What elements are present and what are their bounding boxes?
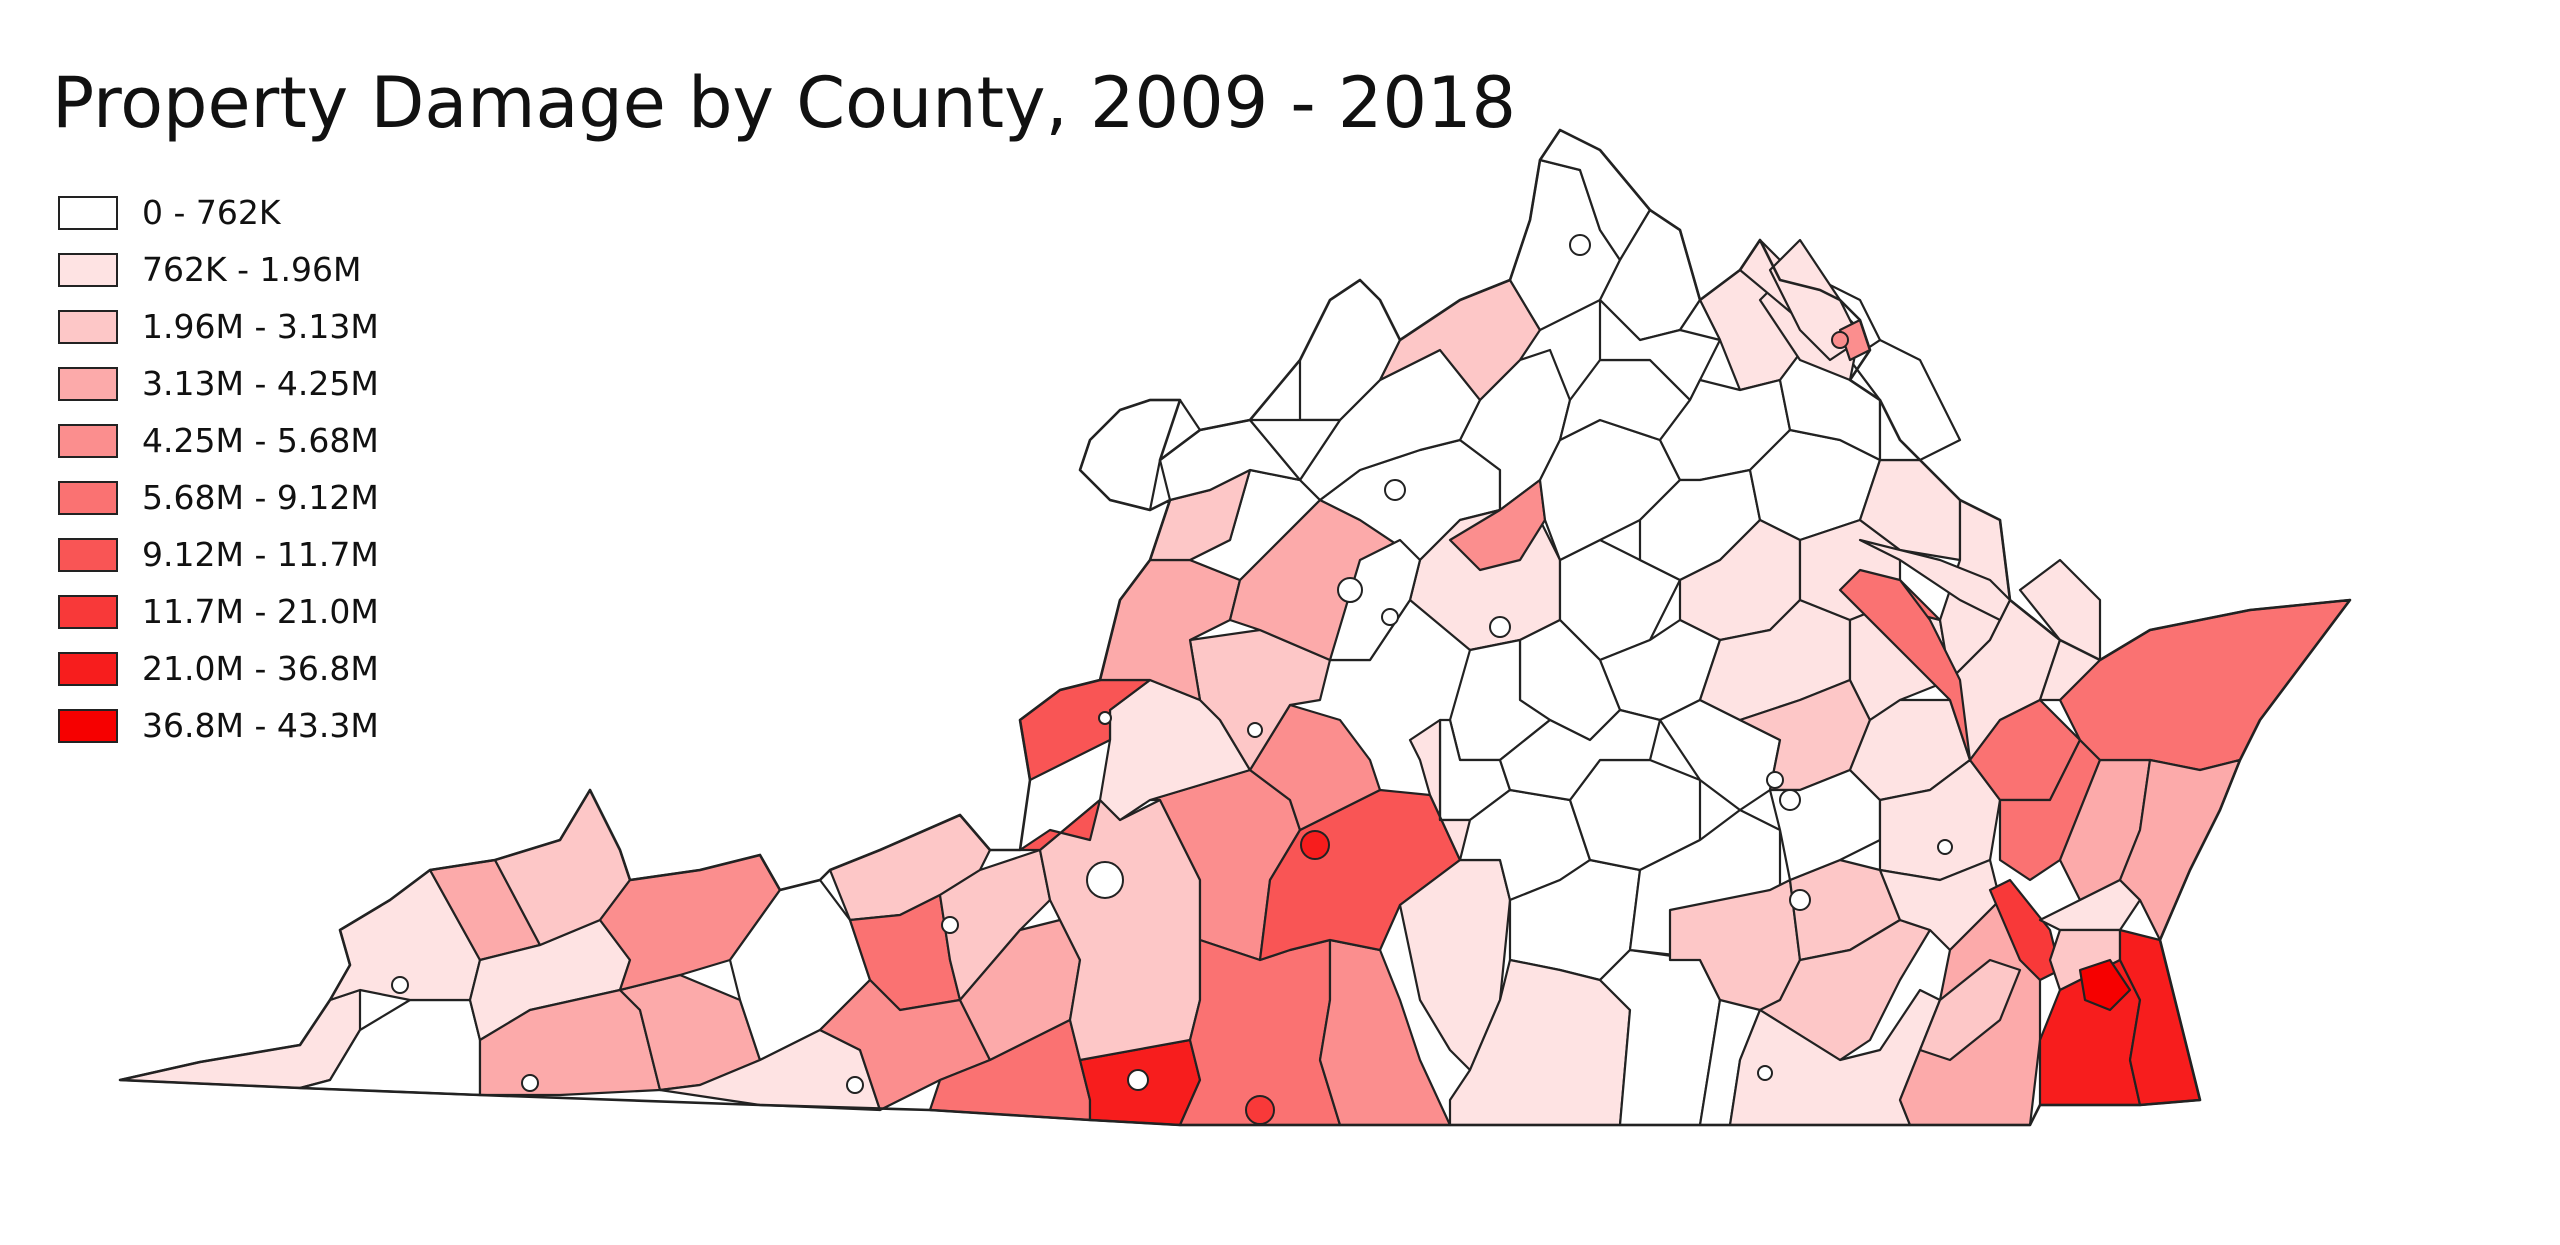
legend-swatch bbox=[58, 366, 118, 401]
legend-label: 5.68M - 9.12M bbox=[142, 478, 379, 517]
legend: 0 - 762K 762K - 1.96M 1.96M - 3.13M 3.13M -… bbox=[58, 184, 379, 754]
county bbox=[1188, 628, 1332, 772]
legend-item: 3.13M - 4.25M bbox=[58, 355, 379, 412]
legend-label: 36.8M - 43.3M bbox=[142, 706, 379, 745]
legend-item: 4.25M - 5.68M bbox=[58, 412, 379, 469]
county bbox=[118, 988, 362, 1090]
legend-item: 0 - 762K bbox=[58, 184, 379, 241]
legend-swatch bbox=[58, 423, 118, 458]
county bbox=[1838, 568, 1972, 762]
legend-label: 3.13M - 4.25M bbox=[142, 364, 379, 403]
legend-item: 9.12M - 11.7M bbox=[58, 526, 379, 583]
independent-city bbox=[1937, 839, 1953, 855]
legend-item: 21.0M - 36.8M bbox=[58, 640, 379, 697]
legend-item: 762K - 1.96M bbox=[58, 241, 379, 298]
county bbox=[1248, 703, 1382, 832]
independent-city bbox=[1489, 616, 1511, 638]
independent-city bbox=[1098, 711, 1112, 725]
independent-city bbox=[1086, 861, 1124, 899]
independent-city bbox=[1789, 889, 1811, 911]
state-outline bbox=[118, 128, 2352, 1127]
independent-city bbox=[1127, 1069, 1149, 1091]
independent-city bbox=[521, 1074, 539, 1092]
county bbox=[2018, 558, 2102, 702]
independent-city bbox=[1384, 479, 1406, 501]
independent-city bbox=[1247, 722, 1263, 738]
legend-swatch bbox=[58, 309, 118, 344]
county bbox=[938, 848, 1052, 1002]
independent-city bbox=[1831, 331, 1849, 349]
map-title: Property Damage by County, 2009 - 2018 bbox=[52, 62, 1517, 144]
independent-city bbox=[1300, 830, 1330, 860]
independent-city bbox=[941, 916, 959, 934]
legend-swatch bbox=[58, 651, 118, 686]
legend-swatch bbox=[58, 195, 118, 230]
county bbox=[1678, 298, 1722, 342]
county bbox=[2078, 958, 2132, 1012]
legend-swatch bbox=[58, 594, 118, 629]
county bbox=[1918, 958, 2022, 1062]
county bbox=[1848, 338, 1962, 462]
legend-label: 11.7M - 21.0M bbox=[142, 592, 379, 631]
legend-label: 762K - 1.96M bbox=[142, 250, 362, 289]
legend-item: 5.68M - 9.12M bbox=[58, 469, 379, 526]
legend-item: 11.7M - 21.0M bbox=[58, 583, 379, 640]
legend-label: 1.96M - 3.13M bbox=[142, 307, 379, 346]
legend-swatch bbox=[58, 252, 118, 287]
independent-city bbox=[1766, 771, 1784, 789]
legend-swatch bbox=[58, 537, 118, 572]
legend-label: 0 - 762K bbox=[142, 193, 281, 232]
legend-item: 1.96M - 3.13M bbox=[58, 298, 379, 355]
independent-city bbox=[1569, 234, 1591, 256]
county bbox=[1878, 858, 2002, 952]
county bbox=[1858, 538, 2012, 622]
county bbox=[1248, 418, 1342, 482]
legend-item: 36.8M - 43.3M bbox=[58, 697, 379, 754]
independent-city bbox=[1779, 789, 1801, 811]
county bbox=[2058, 598, 2352, 772]
county bbox=[1018, 798, 1102, 852]
independent-city bbox=[1337, 577, 1363, 603]
independent-city bbox=[391, 976, 409, 994]
legend-swatch bbox=[58, 708, 118, 743]
legend-label: 4.25M - 5.68M bbox=[142, 421, 379, 460]
legend-label: 9.12M - 11.7M bbox=[142, 535, 379, 574]
county bbox=[1498, 708, 1662, 802]
legend-swatch bbox=[58, 480, 118, 515]
legend-label: 21.0M - 36.8M bbox=[142, 649, 379, 688]
county bbox=[1328, 538, 1422, 662]
independent-city bbox=[1757, 1065, 1773, 1081]
independent-city bbox=[1381, 608, 1399, 626]
independent-city bbox=[846, 1076, 864, 1094]
independent-city bbox=[1245, 1095, 1275, 1125]
